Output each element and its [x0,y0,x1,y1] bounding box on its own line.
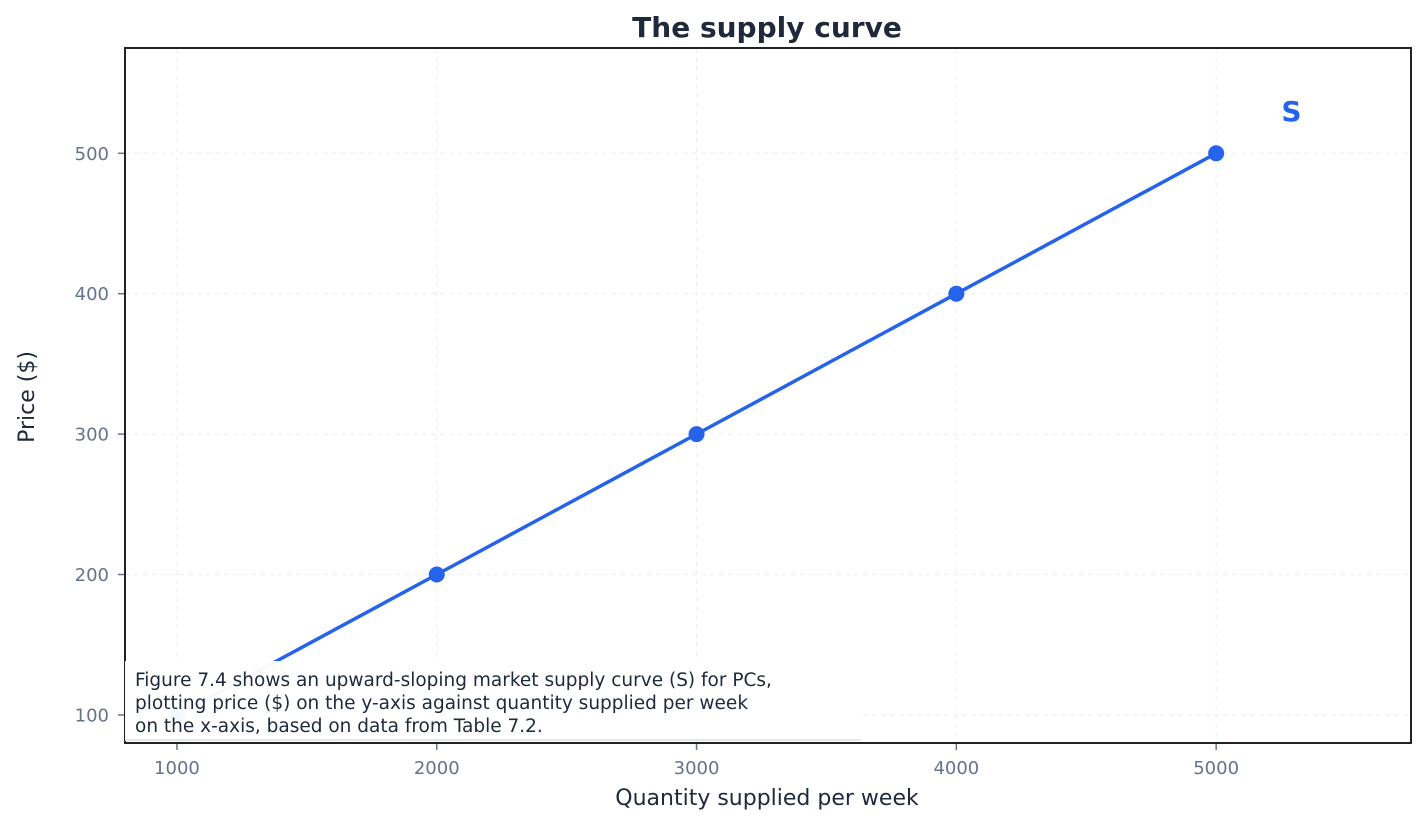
axis-ticks: 1000 2000 3000 4000 5000 100 200 300 400 500 [75,144,1239,779]
y-tick-label: 100 [75,705,109,726]
x-tick-label: 2000 [414,758,460,779]
x-axis-label: Quantity supplied per week [615,786,919,811]
chart-title: The supply curve [632,11,902,44]
y-axis-label: Price ($) [15,351,40,443]
y-tick-label: 500 [75,144,109,165]
plot-frame [124,47,1412,744]
data-point-marker [1208,145,1225,162]
y-tick-label: 200 [75,565,109,586]
x-tick-label: 1000 [154,758,200,779]
data-point-marker [688,426,705,443]
figure-caption: Figure 7.4 shows an upward-sloping marke… [125,661,861,741]
grid-lines [125,48,1411,743]
data-point-marker [428,566,445,583]
data-point-marker [948,285,965,302]
x-tick-label: 4000 [933,758,979,779]
series-label-s: S [1281,95,1301,128]
y-tick-label: 400 [75,284,109,305]
y-tick-label: 300 [75,425,109,446]
x-tick-label: 5000 [1193,758,1239,779]
x-tick-label: 3000 [674,758,720,779]
